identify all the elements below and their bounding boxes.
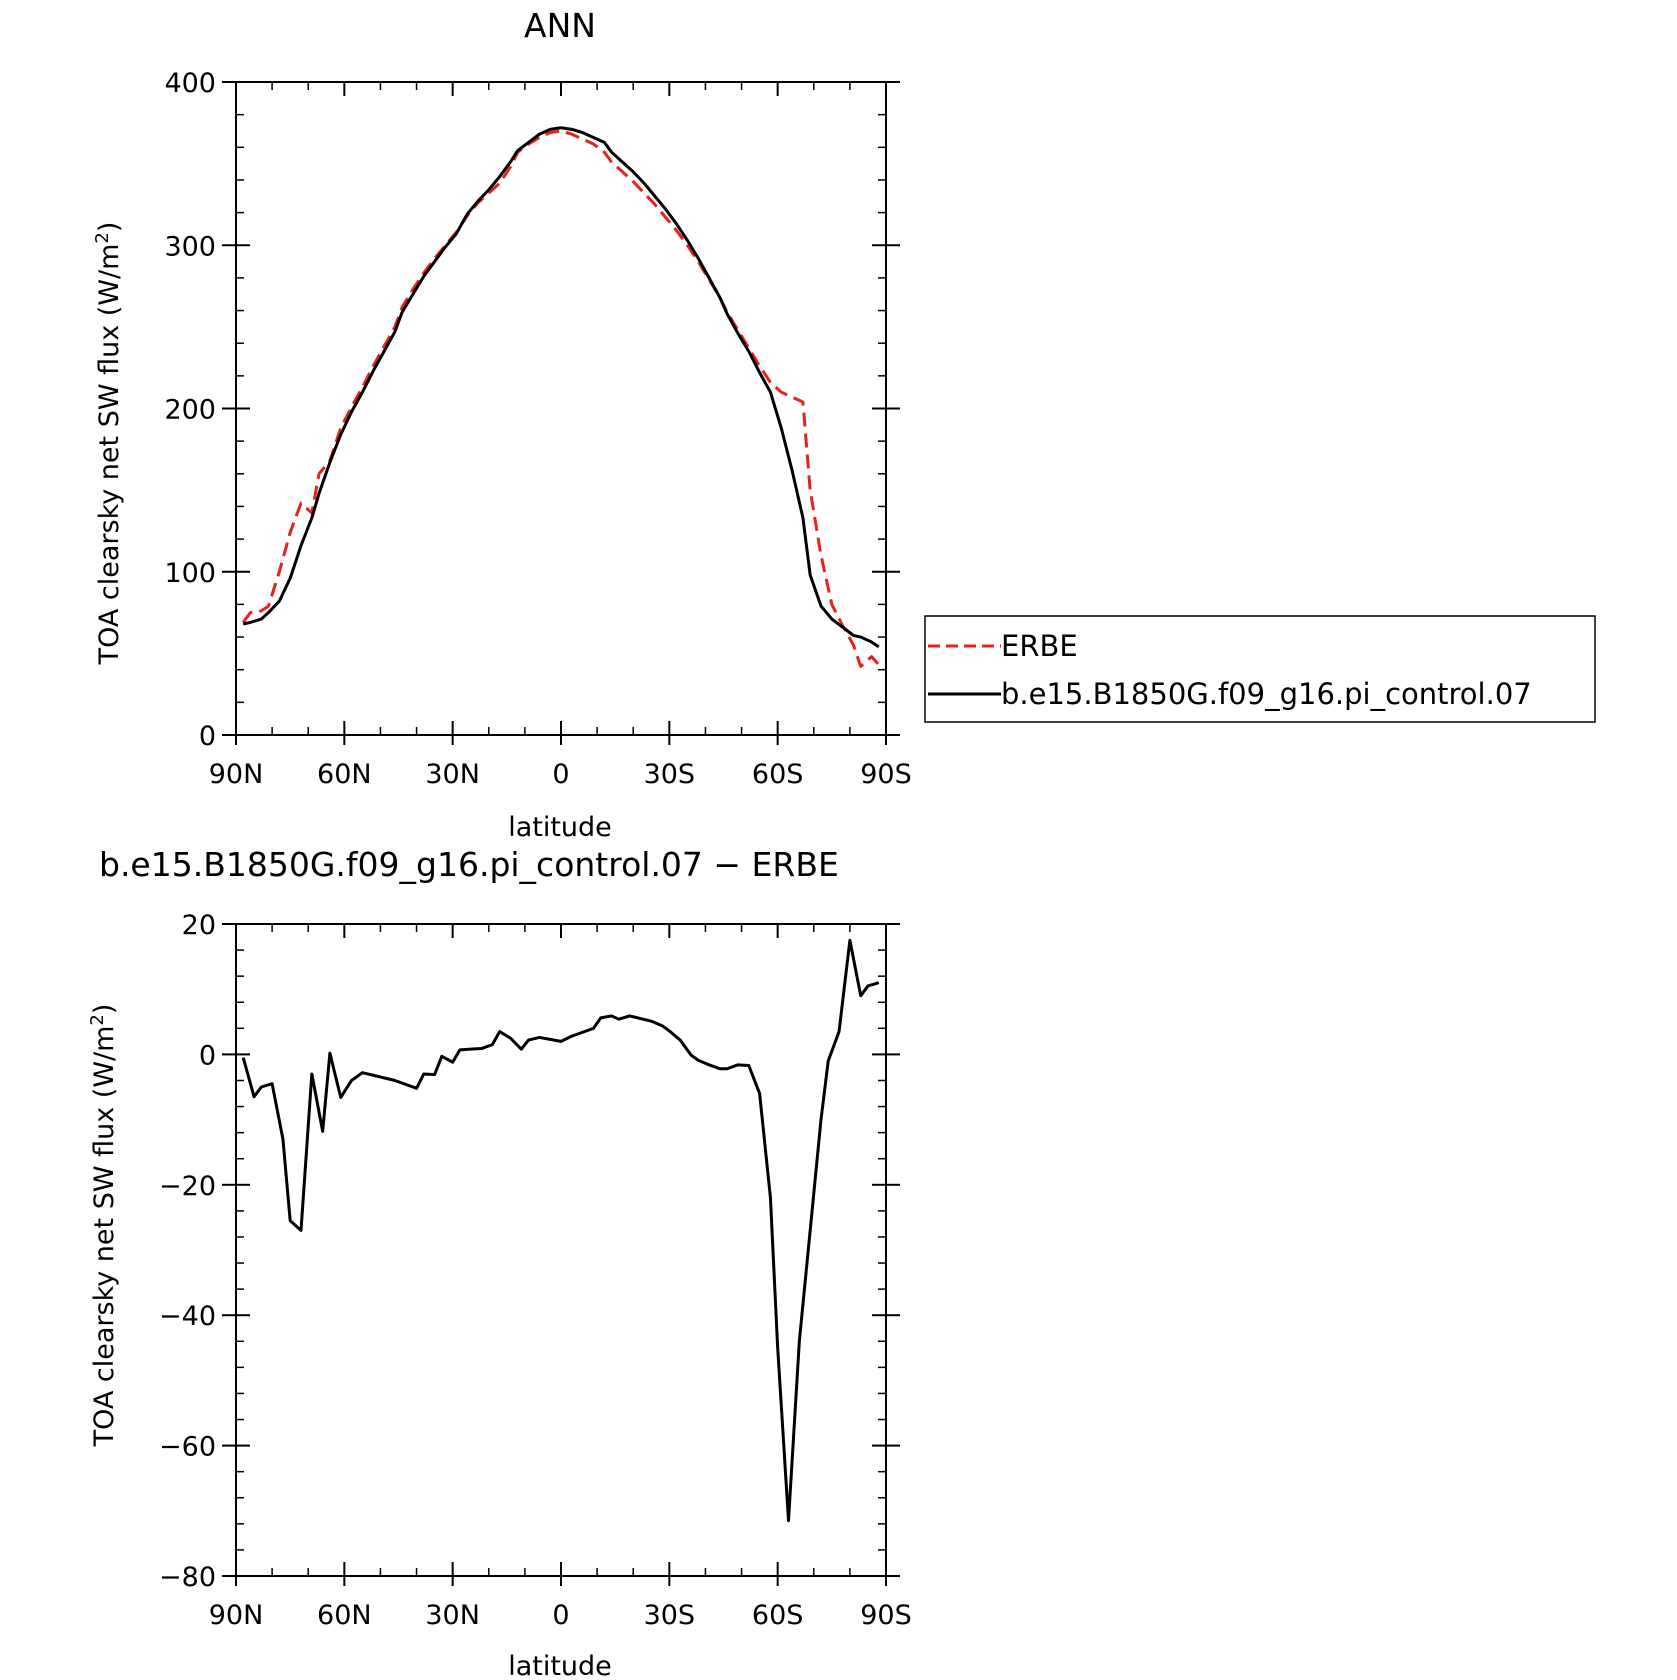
x-tick-label: 60N [317, 759, 372, 790]
x-axis-label-top: latitude [508, 812, 612, 843]
x-tick-label: 90N [209, 1600, 264, 1631]
x-tick-label: 90N [209, 759, 264, 790]
series-line-model [242, 126, 880, 649]
plot-frame [235, 81, 887, 736]
y-tick-label: −80 [159, 1562, 216, 1593]
y-tick-label: 300 [164, 231, 216, 262]
y-tick-label: 100 [164, 558, 216, 589]
x-tick-label: 90S [860, 759, 912, 790]
plot-frame [235, 923, 887, 1577]
y-tick-label: 200 [164, 395, 216, 426]
y-tick-label: −60 [159, 1432, 216, 1463]
legend-entry-model: b.e15.B1850G.f09_g16.pi_control.07 [1001, 677, 1532, 711]
x-tick-label: 30N [425, 759, 480, 790]
x-tick-label: 30S [644, 1600, 696, 1631]
annual-line-chart: ANN 90N 60N 30N 0 30S 60S 90S 0 100 200 300 400 lat… [92, 6, 912, 843]
x-tick-label: 0 [552, 1600, 569, 1631]
x-axis-label-bottom: latitude [508, 1651, 612, 1680]
x-tick-label: 60N [317, 1600, 372, 1631]
chart-title-top: ANN [524, 6, 596, 45]
chart-title-bottom: b.e15.B1850G.f09_g16.pi_control.07 − ERB… [99, 845, 839, 884]
x-tick-label: 60S [752, 1600, 804, 1631]
x-tick-label: 90S [860, 1600, 912, 1631]
y-tick-label: −20 [159, 1171, 216, 1202]
bottom-plot-area: 90N 60N 30N 0 30S 60S 90S −80 −60 −40 −20 0 20 [159, 910, 912, 1631]
legend: ERBE b.e15.B1850G.f09_g16.pi_control.07 [924, 615, 1596, 723]
y-tick-label: 0 [199, 721, 216, 752]
y-tick-label: 0 [199, 1040, 216, 1071]
top-plot-area: 90N 60N 30N 0 30S 60S 90S 0 100 200 300 400 [164, 68, 911, 790]
y-tick-label: 400 [164, 68, 216, 99]
series-line-difference [241, 938, 880, 1523]
legend-entry-erbe: ERBE [1001, 629, 1078, 663]
x-tick-label: 30S [644, 759, 696, 790]
difference-line-chart: b.e15.B1850G.f09_g16.pi_control.07 − ERB… [87, 845, 912, 1680]
x-tick-label: 60S [752, 759, 804, 790]
y-tick-label: 20 [182, 910, 216, 941]
x-tick-label: 30N [425, 1600, 480, 1631]
y-axis-label-top: TOA clearsky net SW flux (W/m2) [92, 222, 125, 666]
legend-box [924, 615, 1596, 723]
x-tick-label: 0 [552, 759, 569, 790]
y-tick-label: −40 [159, 1301, 216, 1332]
series-line-erbe [242, 129, 880, 668]
y-axis-label-bottom: TOA clearsky net SW flux (W/m2) [87, 1004, 120, 1448]
